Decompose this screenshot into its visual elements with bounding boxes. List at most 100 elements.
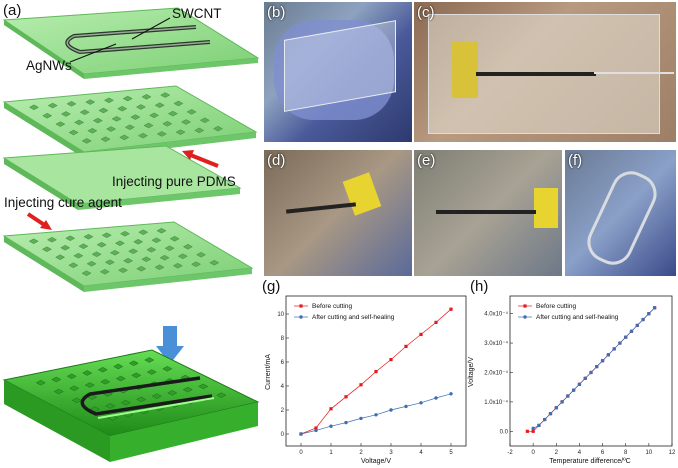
- y-tick-label: 2: [281, 408, 285, 414]
- data-point: [537, 423, 541, 428]
- yellow-tape: [534, 188, 558, 228]
- grid-cell: [106, 126, 117, 132]
- grid-cell: [182, 386, 193, 393]
- grid-cell: [131, 372, 142, 379]
- grid-cell: [164, 245, 175, 252]
- grid-cell: [73, 252, 84, 259]
- panel-label-e: (e): [417, 152, 436, 169]
- y-tick-label: 10: [277, 312, 284, 318]
- data-point: [344, 420, 348, 425]
- panel-label-h: (h): [470, 278, 489, 295]
- data-point: [329, 407, 333, 411]
- grid-cell: [68, 262, 79, 269]
- data-point: [419, 401, 423, 405]
- photo-f: [565, 150, 676, 276]
- data-point: [629, 329, 634, 333]
- data-point: [566, 394, 570, 398]
- swcnt-pointer: [131, 17, 171, 40]
- grid-cell: [105, 403, 116, 409]
- grid-cell: [149, 112, 160, 119]
- panel-label-d: (d): [267, 152, 286, 169]
- x-tick-label: 0: [531, 450, 535, 456]
- grid-cell: [122, 95, 133, 102]
- grid-cell: [28, 238, 39, 245]
- grid-cell: [97, 367, 108, 373]
- grid-cell: [136, 396, 147, 403]
- grid-cell: [86, 260, 97, 267]
- grid-cell: [68, 129, 79, 136]
- grid-cell: [154, 264, 165, 271]
- grid-cell: [128, 248, 139, 255]
- bottom-grid-layer: [2, 221, 254, 292]
- grid-cell: [78, 243, 89, 250]
- panel-label-f: (f): [568, 152, 583, 169]
- red-arrowhead-cure: [40, 220, 52, 230]
- grid-cell: [173, 100, 184, 107]
- grid-cell: [143, 122, 154, 129]
- y-tick-label: 3.0x10⁻⁴: [484, 340, 508, 347]
- x-tick-label: 5: [449, 450, 453, 456]
- grid-cell: [130, 114, 141, 120]
- grid-cell: [60, 244, 71, 251]
- grid-cell: [98, 107, 109, 114]
- grid-cell: [117, 105, 128, 112]
- data-point: [560, 400, 564, 404]
- grid-cell: [53, 388, 64, 395]
- grid-cell: [119, 134, 130, 141]
- grid-cell: [35, 380, 46, 386]
- x-axis-label: Voltage/V: [361, 458, 391, 465]
- data-point: [543, 417, 547, 422]
- grid-cell: [162, 121, 173, 127]
- data-point: [595, 364, 599, 369]
- y-tick-label: 0: [281, 432, 285, 438]
- legend-marker: [523, 315, 527, 319]
- plot-frame: [285, 295, 467, 447]
- data-point: [299, 432, 303, 436]
- grid-cell: [99, 268, 110, 275]
- panel-label-g: (g): [262, 278, 281, 295]
- grid-cell: [85, 99, 96, 105]
- data-point: [577, 382, 582, 386]
- data-point: [314, 428, 318, 433]
- data-point: [344, 395, 348, 399]
- grid-cell: [156, 227, 167, 234]
- grid-cell: [83, 233, 94, 240]
- grid-cell: [175, 129, 186, 135]
- data-point: [374, 413, 378, 417]
- grid-cell: [47, 102, 58, 109]
- data-point: [531, 426, 535, 431]
- data-point: [525, 429, 529, 433]
- grid-cell: [146, 369, 157, 375]
- grid-cell: [198, 383, 209, 390]
- chart-h: -2 0 2 4 6 8 10 12 0.0 1.0x10⁻⁴ 2.0x10⁻⁴ 3.0x10⁻⁴ 4.…: [468, 295, 676, 465]
- grid-cell: [123, 257, 134, 264]
- grid-cell: [66, 101, 77, 107]
- grid-cell: [91, 251, 102, 258]
- photo-e: [414, 150, 562, 276]
- grid-cell: [82, 370, 93, 376]
- data-point: [583, 376, 587, 381]
- grid-cell: [133, 238, 144, 245]
- x-tick-label: 2: [555, 450, 559, 456]
- data-point: [635, 323, 639, 328]
- grid-cell: [111, 116, 122, 122]
- y-tick-label: 6: [281, 360, 285, 366]
- yellow-tape: [452, 42, 478, 98]
- data-point: [359, 416, 363, 421]
- grid-cell: [141, 256, 152, 263]
- grid-cell: [92, 117, 103, 124]
- grid-cell: [113, 363, 124, 370]
- agnws-pointer: [69, 43, 117, 63]
- grid-cell: [160, 92, 171, 98]
- data-point: [647, 311, 651, 316]
- y-tick-label: 0.0: [500, 429, 509, 435]
- electrode-layer: [2, 7, 260, 79]
- grid-cell: [103, 97, 114, 104]
- grid-cell: [177, 253, 188, 260]
- grid-cell: [135, 104, 146, 110]
- grid-cell: [46, 236, 57, 243]
- y-tick-label: 4: [281, 384, 285, 390]
- plain-sheet-layer: [2, 145, 242, 210]
- grid-cell: [138, 132, 149, 139]
- legend-label: After cutting and self-healing: [312, 314, 395, 321]
